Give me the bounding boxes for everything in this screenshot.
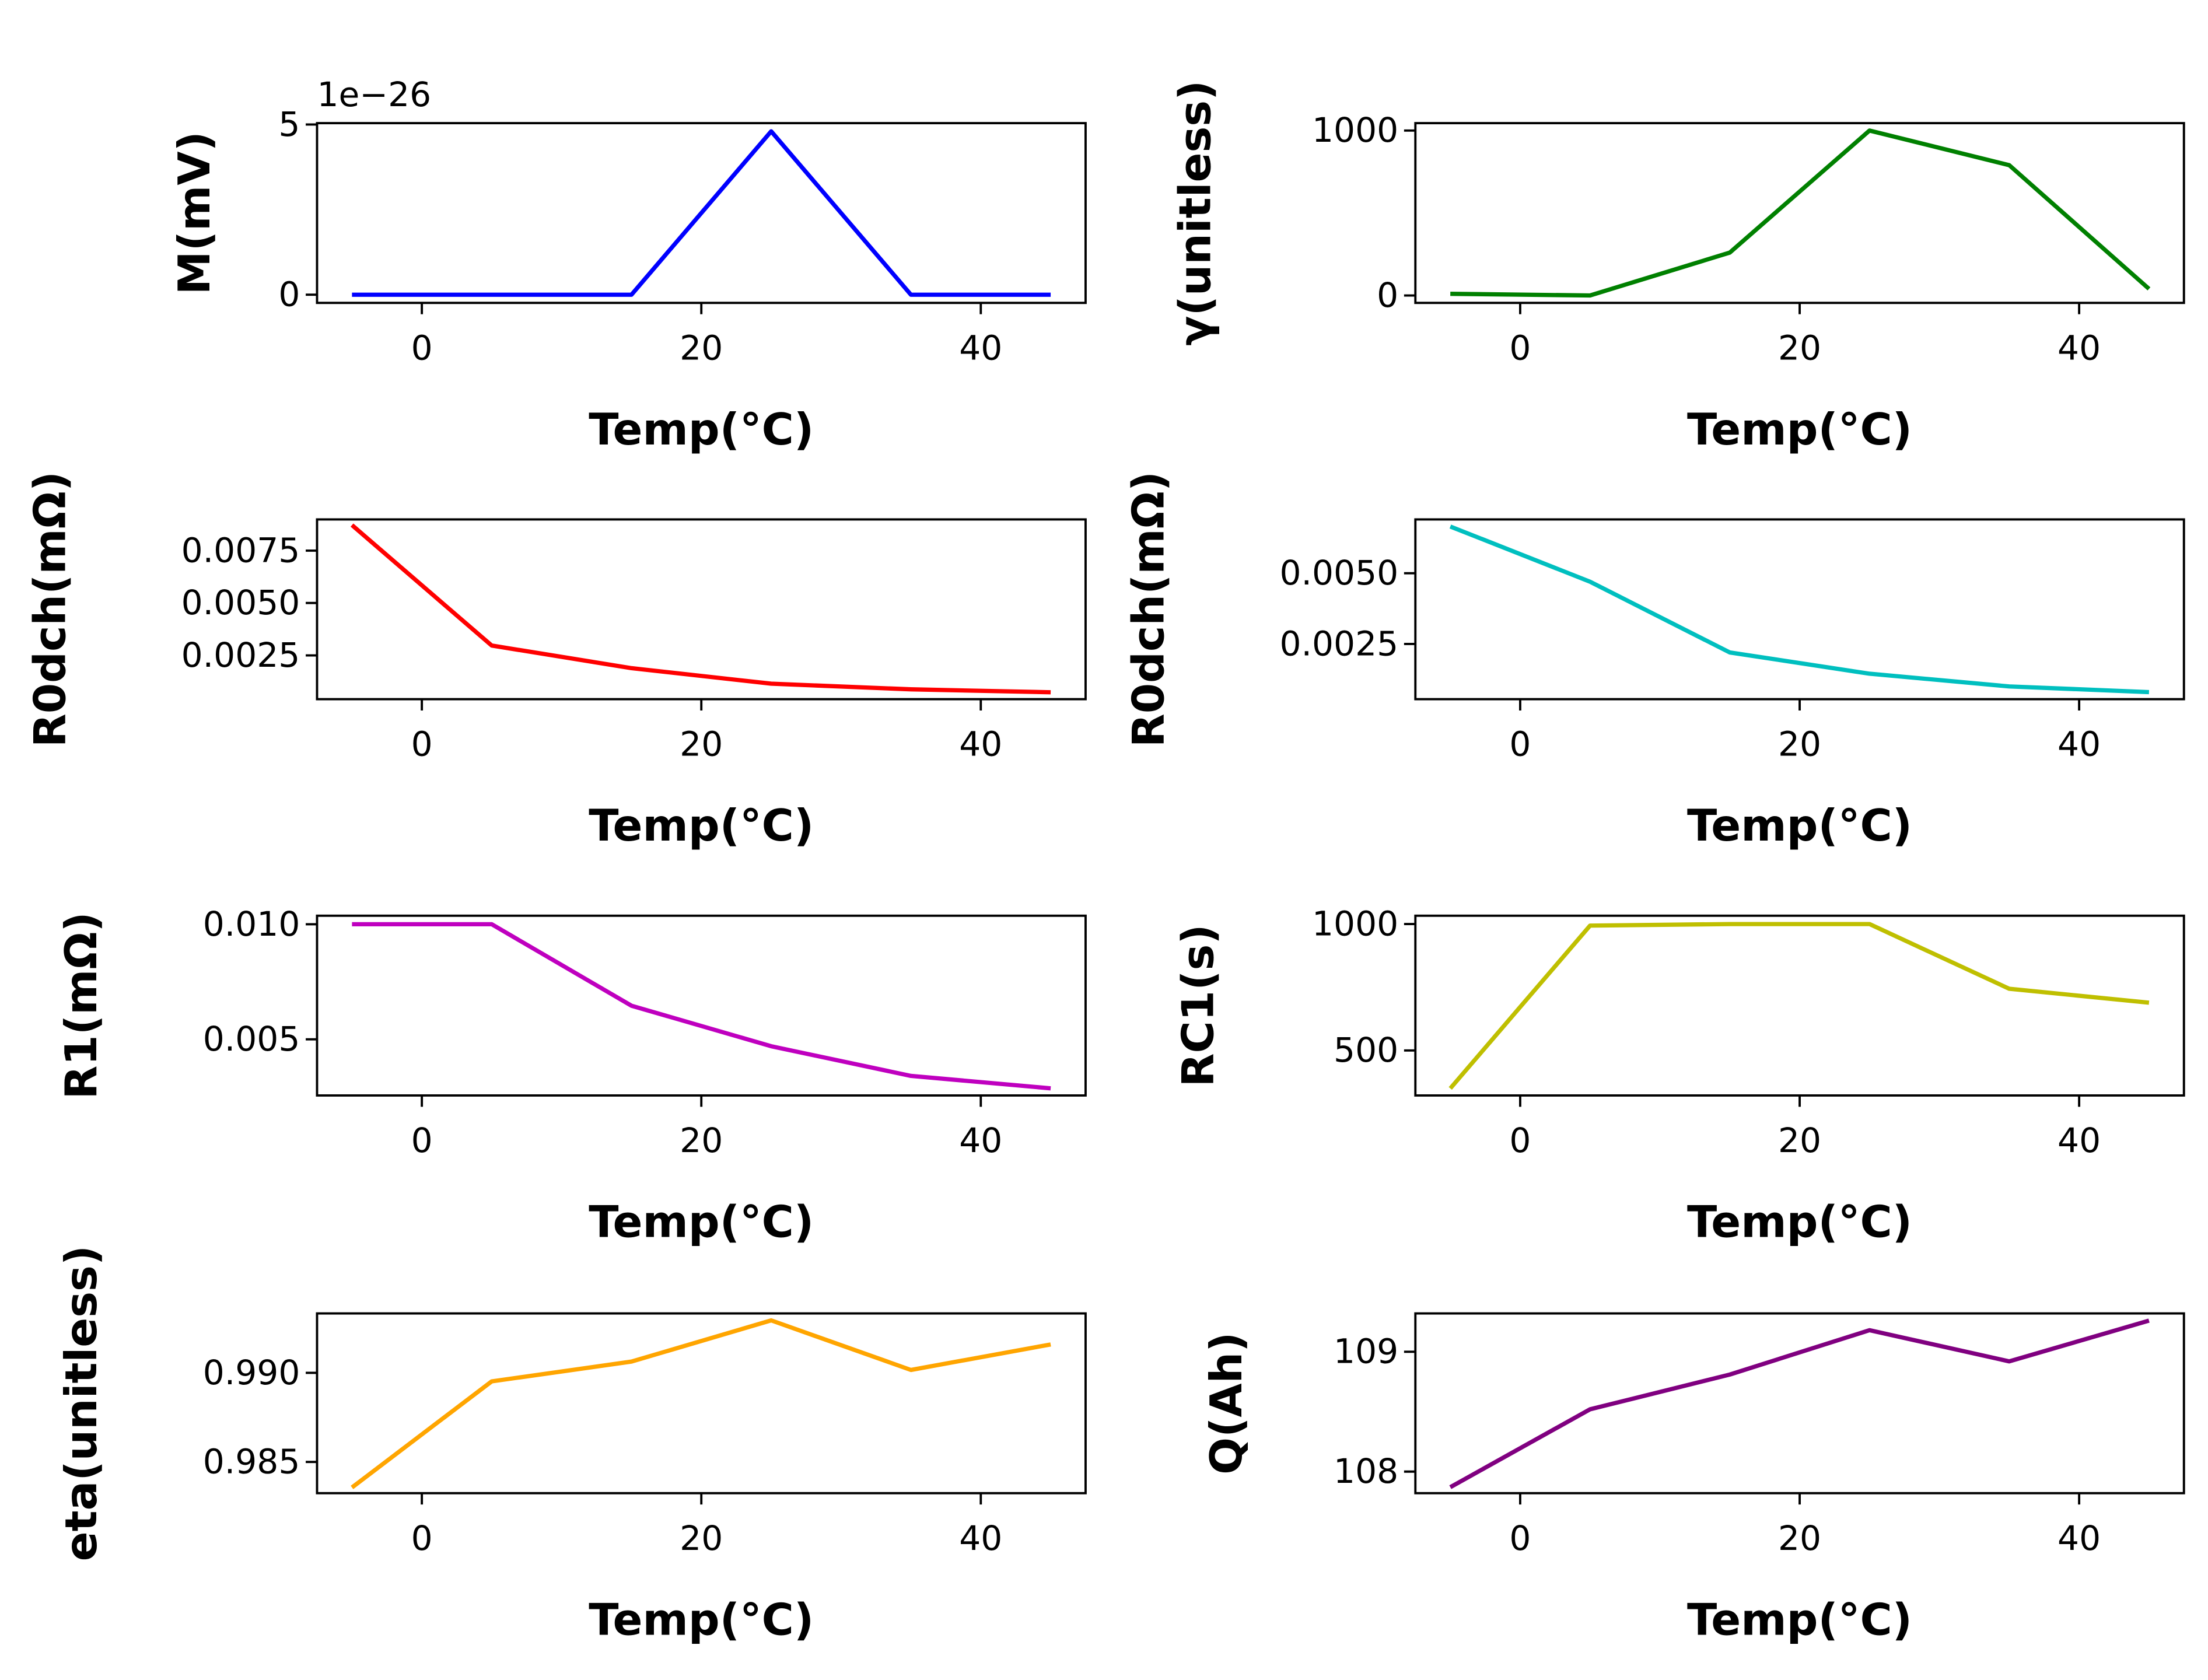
x-tick-label: 0 <box>1509 328 1531 368</box>
y-axis-label: R0dch(mΩ) <box>25 471 76 747</box>
y-tick-label: 1000 <box>1312 904 1398 944</box>
data-line <box>351 1318 1051 1489</box>
x-tick-label: 40 <box>959 724 1002 764</box>
x-tick-label: 0 <box>1509 1121 1531 1160</box>
y-tick-label: 0 <box>1377 275 1398 315</box>
y-tick-label: 0.005 <box>203 1019 300 1059</box>
x-tick-label: 20 <box>1778 1121 1821 1160</box>
y-tick-label: 0.985 <box>203 1442 300 1482</box>
x-tick-label: 20 <box>680 328 723 368</box>
x-tick-label: 20 <box>1778 1518 1821 1558</box>
x-tick-label: 40 <box>2057 724 2101 764</box>
axes-frame <box>1414 122 2185 304</box>
y-tick-label: 0 <box>278 275 300 314</box>
data-line <box>352 129 1051 297</box>
x-tick-label: 20 <box>1778 328 1821 368</box>
y-tick-label: 0.990 <box>203 1353 300 1392</box>
y-axis-label: RC1(s) <box>1172 924 1223 1087</box>
x-tick-label: 0 <box>411 724 433 764</box>
x-axis-label: Temp(°C) <box>589 404 814 455</box>
y-tick-label: 108 <box>1334 1451 1398 1491</box>
x-tick-label: 40 <box>959 328 1002 368</box>
x-axis-label: Temp(°C) <box>1687 404 1912 455</box>
x-axis-label: Temp(°C) <box>589 1196 814 1248</box>
y-axis-label: eta(unitless) <box>55 1245 107 1562</box>
y-tick-label: 0.0025 <box>1279 624 1398 663</box>
x-tick-label: 40 <box>959 1121 1002 1160</box>
x-tick-label: 40 <box>959 1518 1002 1558</box>
x-axis-label: Temp(°C) <box>589 800 814 851</box>
x-axis-label: Temp(°C) <box>1687 1196 1912 1248</box>
y-tick-label: 5 <box>278 104 300 144</box>
x-axis-label: Temp(°C) <box>1687 1594 1912 1645</box>
axes-frame <box>1414 914 2185 1097</box>
x-tick-label: 0 <box>1509 724 1531 764</box>
offset-text: 1e−26 <box>317 75 431 114</box>
axes-frame <box>316 914 1087 1097</box>
x-tick-label: 0 <box>1509 1518 1531 1558</box>
y-axis-label: γ(unitless) <box>1169 80 1220 346</box>
x-axis-label: Temp(°C) <box>1687 800 1912 851</box>
data-line <box>1449 1318 2150 1489</box>
y-axis-label: R0dch(mΩ) <box>1122 471 1174 747</box>
y-tick-label: 500 <box>1334 1030 1398 1070</box>
data-line <box>1448 922 2150 1090</box>
axes-frame <box>1414 1312 2185 1494</box>
x-tick-label: 20 <box>680 1518 723 1558</box>
y-axis-label: M(mV) <box>169 131 220 295</box>
x-tick-label: 40 <box>2057 328 2101 368</box>
x-tick-label: 20 <box>680 724 723 764</box>
x-tick-label: 40 <box>2057 1518 2101 1558</box>
y-axis-label: Q(Ah) <box>1201 1332 1252 1474</box>
x-tick-label: 40 <box>2057 1121 2101 1160</box>
data-line <box>1449 524 2150 695</box>
y-tick-label: 0.0050 <box>1279 553 1398 593</box>
x-tick-label: 20 <box>1778 724 1821 764</box>
axes-frame <box>1414 518 2185 701</box>
y-tick-label: 109 <box>1334 1332 1398 1371</box>
data-line <box>352 922 1051 1091</box>
y-tick-label: 0.010 <box>203 904 300 944</box>
data-line <box>350 523 1051 695</box>
axes-frame <box>316 518 1087 701</box>
x-tick-label: 20 <box>680 1121 723 1160</box>
y-tick-label: 0.0025 <box>181 635 300 675</box>
y-tick-label: 0.0075 <box>181 530 300 570</box>
x-tick-label: 0 <box>411 1121 433 1160</box>
y-tick-label: 1000 <box>1312 110 1398 150</box>
y-tick-label: 0.0050 <box>181 583 300 622</box>
x-tick-label: 0 <box>411 1518 433 1558</box>
y-axis-label: R1(mΩ) <box>55 912 107 1099</box>
data-line <box>1450 128 2151 298</box>
x-axis-label: Temp(°C) <box>589 1594 814 1645</box>
x-tick-label: 0 <box>411 328 433 368</box>
